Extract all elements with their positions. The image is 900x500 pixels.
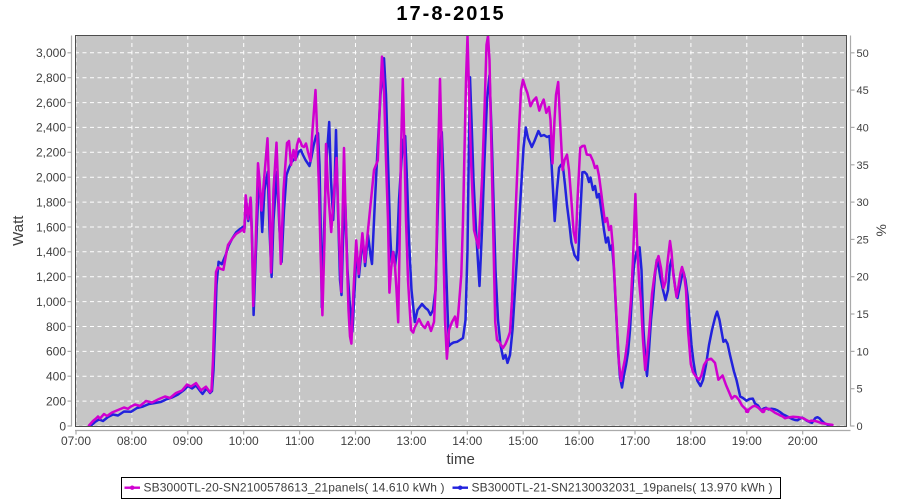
svg-text:1,800: 1,800: [36, 195, 66, 209]
svg-text:Watt: Watt: [10, 215, 27, 246]
svg-text:10:00: 10:00: [229, 434, 259, 448]
svg-text:2,200: 2,200: [36, 146, 66, 160]
svg-text:SB3000TL-21-SN2130032031_19pan: SB3000TL-21-SN2130032031_19panels( 13.97…: [472, 481, 773, 495]
svg-text:18:00: 18:00: [676, 434, 706, 448]
svg-text:50: 50: [857, 48, 869, 60]
svg-text:1,200: 1,200: [36, 270, 66, 284]
svg-text:20: 20: [857, 272, 869, 284]
svg-text:0: 0: [59, 419, 66, 433]
svg-text:15: 15: [857, 309, 869, 321]
svg-text:1,400: 1,400: [36, 245, 66, 259]
svg-text:1,000: 1,000: [36, 295, 66, 309]
svg-text:600: 600: [46, 345, 66, 359]
svg-text:10: 10: [857, 346, 869, 358]
svg-text:0: 0: [857, 421, 863, 433]
svg-text:400: 400: [46, 370, 66, 384]
svg-text:17:00: 17:00: [620, 434, 650, 448]
svg-text:45: 45: [857, 85, 869, 97]
svg-text:2,000: 2,000: [36, 171, 66, 185]
svg-text:SB3000TL-20-SN2100578613_21pan: SB3000TL-20-SN2100578613_21panels( 14.61…: [144, 481, 445, 495]
svg-text:30: 30: [857, 197, 869, 209]
svg-text:35: 35: [857, 160, 869, 172]
svg-text:1,600: 1,600: [36, 220, 66, 234]
svg-text:40: 40: [857, 122, 869, 134]
svg-text:25: 25: [857, 234, 869, 246]
svg-text:2,600: 2,600: [36, 96, 66, 110]
svg-text:15:00: 15:00: [508, 434, 538, 448]
svg-text:11:00: 11:00: [285, 434, 314, 448]
svg-text:2,800: 2,800: [36, 71, 66, 85]
svg-text:%: %: [873, 224, 889, 236]
svg-text:12:00: 12:00: [340, 434, 370, 448]
svg-text:800: 800: [46, 320, 66, 334]
svg-text:08:00: 08:00: [117, 434, 147, 448]
svg-text:5: 5: [857, 384, 863, 396]
svg-text:20:00: 20:00: [788, 434, 818, 448]
svg-text:07:00: 07:00: [61, 434, 91, 448]
svg-text:14:00: 14:00: [452, 434, 482, 448]
svg-text:2,400: 2,400: [36, 121, 66, 135]
svg-text:13:00: 13:00: [396, 434, 426, 448]
svg-text:time: time: [447, 451, 475, 468]
svg-text:17-8-2015: 17-8-2015: [396, 3, 505, 25]
svg-text:200: 200: [46, 394, 66, 408]
svg-text:16:00: 16:00: [564, 434, 594, 448]
svg-text:3,000: 3,000: [36, 46, 66, 60]
svg-text:09:00: 09:00: [173, 434, 203, 448]
svg-text:19:00: 19:00: [732, 434, 762, 448]
